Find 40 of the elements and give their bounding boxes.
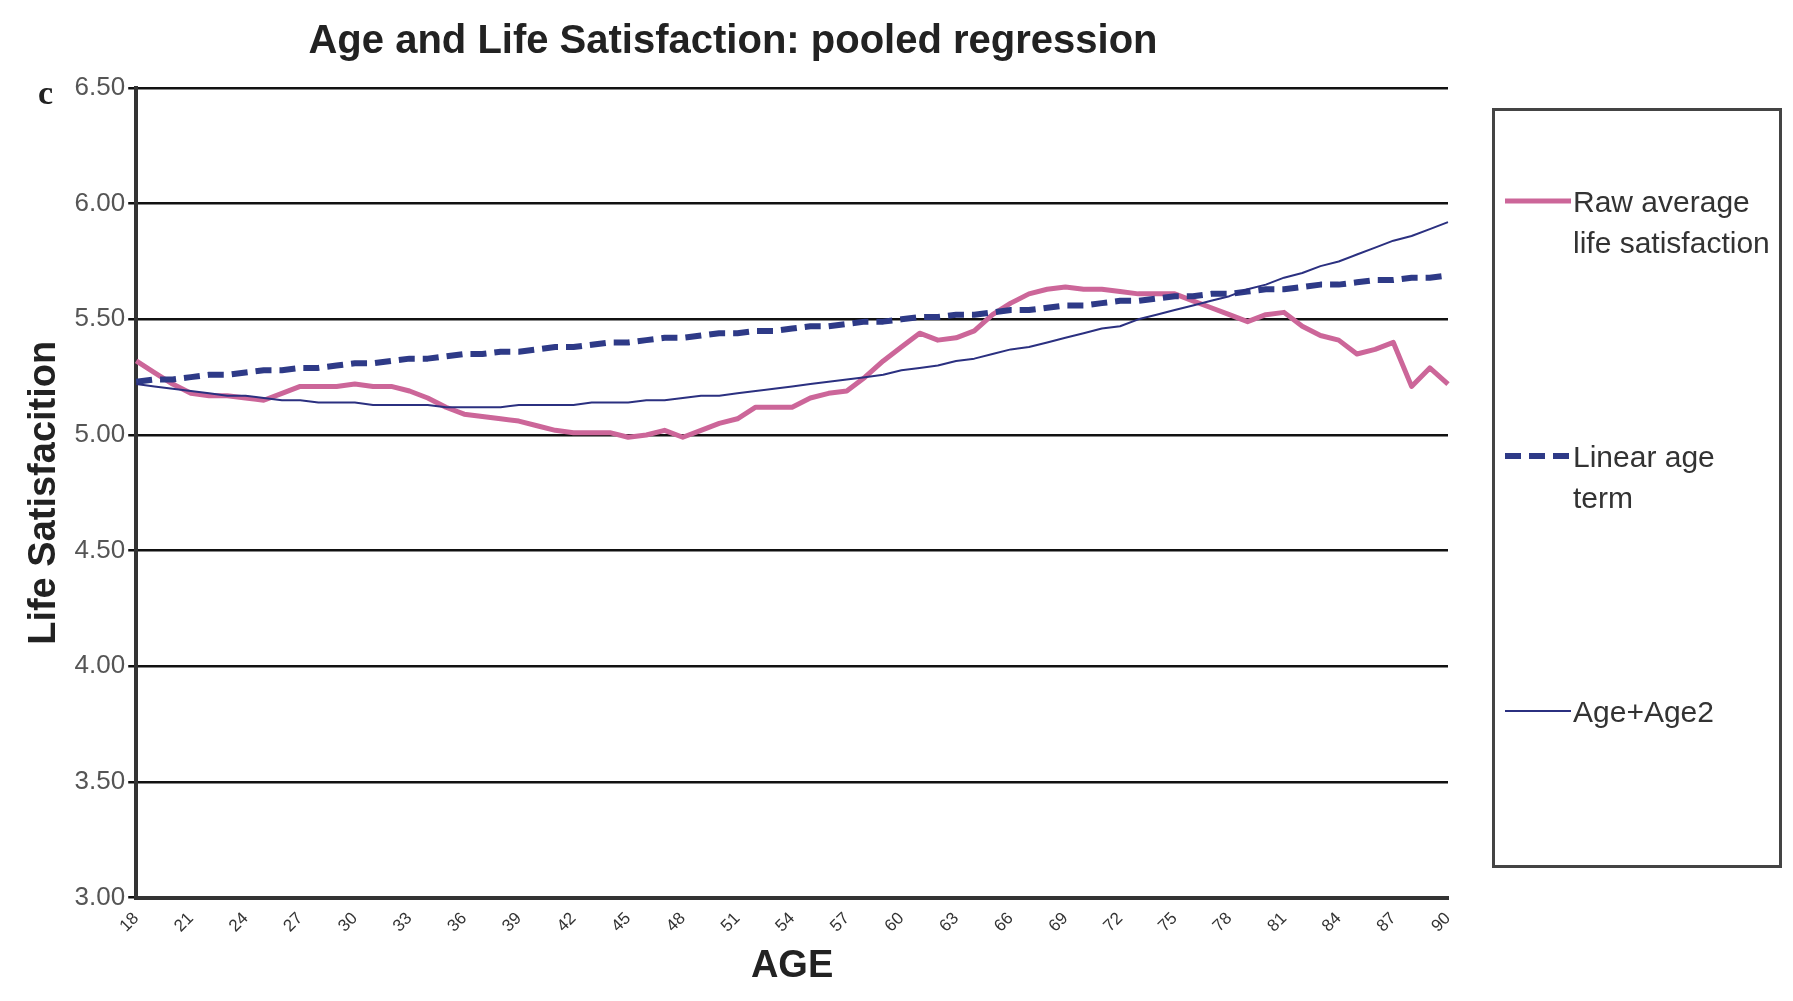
x-tick-label: 72 [1099,908,1127,936]
y-tick-label: 5.50 [74,302,126,333]
chart-title: Age and Life Satisfaction: pooled regression [308,17,1158,62]
y-tick-label: 4.00 [74,649,126,680]
x-tick-label: 54 [771,908,799,936]
legend-label: Raw average life satisfaction [1573,184,1771,261]
y-tick-label: 3.00 [74,880,126,911]
x-tick-label: 39 [498,908,525,936]
x-tick-label: 42 [552,908,580,936]
x-tick-label: 75 [1154,908,1181,936]
x-tick-label: 63 [935,908,963,936]
x-tick-label: 78 [1208,908,1236,936]
legend-label: Linear age term [1573,439,1716,516]
x-tick-label: 60 [880,908,908,936]
x-tick-label: 51 [716,908,744,936]
y-axis-title: Life Satisfacition [21,340,64,645]
x-tick-label: 30 [334,908,361,936]
x-tick-label: 33 [388,908,416,936]
x-tick-label: 90 [1427,908,1455,936]
x-tick-label: 69 [1044,908,1072,936]
x-tick-label: 18 [115,908,143,936]
x-tick-label: 84 [1318,908,1345,936]
x-tick-label: 48 [662,908,689,936]
text: c [38,73,54,111]
x-tick-label: 66 [990,908,1017,936]
x-tick-label: 27 [279,908,307,936]
x-tick-label: 24 [224,908,252,936]
y-tick-label: 3.50 [74,765,126,796]
x-tick-label: 57 [826,908,853,936]
y-tick-label: 4.50 [74,533,126,564]
x-tick-label: 81 [1263,908,1291,936]
y-tick-label: 6.50 [74,71,126,102]
y-tick-label: 6.00 [74,186,126,217]
x-tick-label: 21 [170,908,197,936]
x-axis-title: AGE [750,942,834,985]
x-tick-label: 36 [443,908,471,936]
y-tick-label: 5.00 [74,418,126,449]
legend-label: Age+Age2 [1573,694,1715,730]
x-tick-label: 87 [1372,908,1400,936]
x-tick-label: 45 [607,908,635,936]
